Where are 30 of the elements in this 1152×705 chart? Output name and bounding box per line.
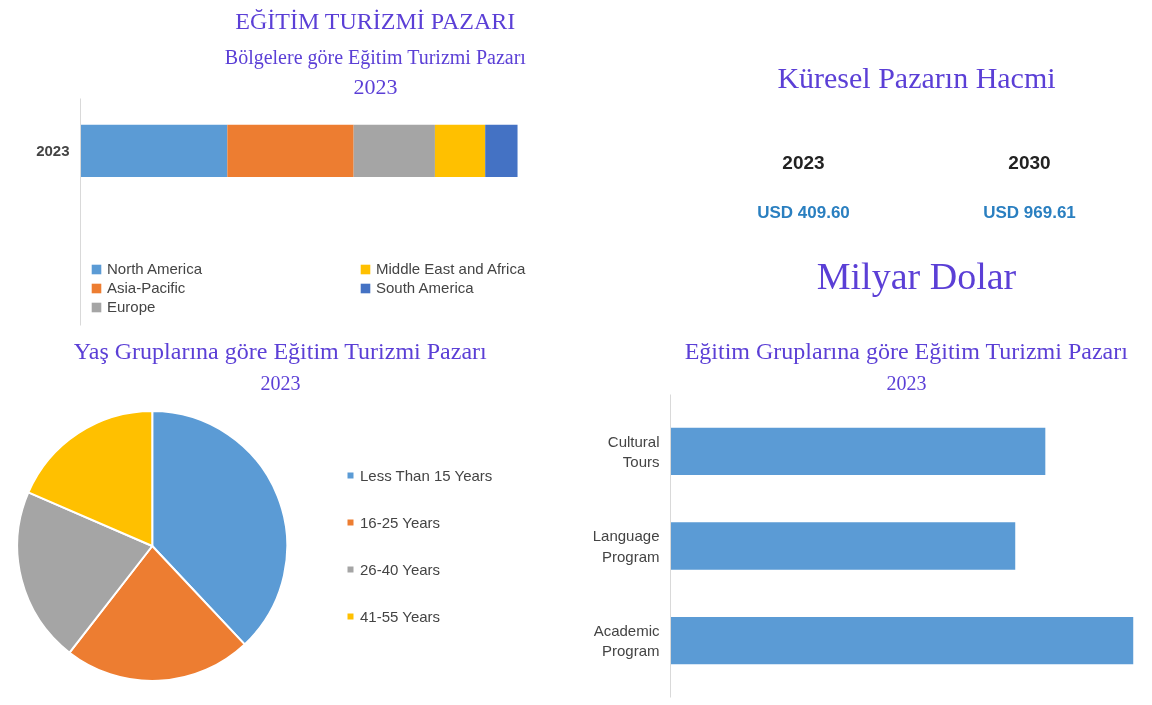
chart-subtitle: 2023	[260, 371, 301, 394]
text: 2023	[36, 141, 70, 159]
category-label: 2030	[1008, 151, 1051, 173]
legend-label: South America	[376, 279, 475, 296]
chart-title: EĞİTİM TURİZMİ PAZARI	[235, 7, 516, 34]
bar	[227, 124, 354, 178]
chart-title: Yaş Gruplarına göre Eğitim Turizmi Pazarı	[73, 337, 488, 364]
y-tick-label: Academic Program	[593, 621, 660, 660]
bar	[353, 124, 435, 178]
text: USD 409.60	[757, 202, 850, 222]
text: Bölgelere göre Eğitim Turizmi Pazarı	[224, 45, 527, 69]
chart-title: Eğitim Gruplarına göre Eğitim Turizmi Pazarı	[684, 337, 1129, 364]
chart-subtitle: 2023	[886, 371, 927, 394]
legend-label: Europe	[107, 298, 157, 315]
legend-label: 26-40 Years	[360, 560, 442, 578]
bar	[485, 124, 518, 178]
legend-label: North America	[107, 260, 204, 277]
category-label: 2023	[782, 151, 825, 173]
legend-label: 41-55 Years	[360, 607, 442, 625]
legend-label: 16-25 Years	[360, 513, 442, 531]
text: Küresel Pazarın Hacmi	[777, 60, 1056, 94]
y-tick-label: Language Program	[592, 527, 660, 565]
legend-label: Asia-Pacific	[107, 279, 187, 296]
legend-label: Less Than 15 Years	[360, 466, 494, 484]
text: Milyar Dolar	[816, 254, 1017, 297]
bar	[80, 124, 228, 178]
legend-label: Middle East and Africa	[376, 260, 527, 277]
bar	[434, 124, 486, 178]
y-tick-label: Cultural Tours	[607, 432, 660, 471]
text: USD 969.61	[983, 202, 1076, 222]
